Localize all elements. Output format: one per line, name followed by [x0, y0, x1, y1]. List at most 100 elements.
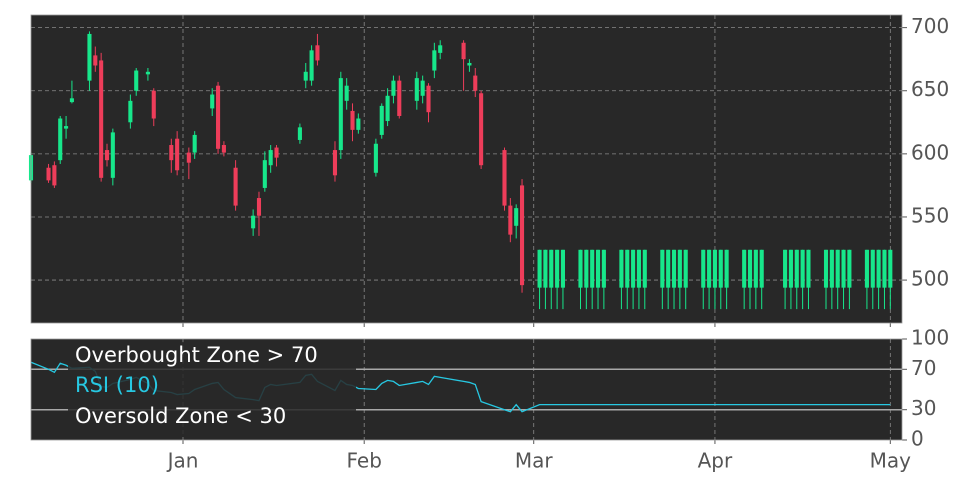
candle-body	[356, 118, 361, 130]
candle-body	[169, 145, 174, 161]
rsi-layer: 0 30 70 100 Overbought Zone > 70 RSI (10) Over…	[30, 326, 949, 473]
candle-body	[794, 249, 799, 288]
candle-body	[256, 198, 262, 216]
candle-body	[151, 90, 156, 119]
candle-body	[303, 71, 308, 81]
y-tick-label: 0	[911, 427, 924, 451]
candle-body	[514, 208, 519, 226]
candle-body	[145, 71, 150, 75]
candle-body	[829, 249, 834, 288]
candle-body	[397, 80, 402, 116]
candle-body	[783, 249, 788, 288]
legend-label: Overbought Zone > 70	[75, 343, 318, 367]
candle-body	[414, 78, 419, 101]
legend-label: RSI (10)	[75, 373, 159, 397]
candle-body	[724, 249, 729, 288]
candle-body	[426, 85, 431, 113]
y-tick-label: 500	[911, 267, 949, 291]
candle-body	[473, 75, 478, 91]
candle-body	[268, 150, 273, 166]
candle-body	[800, 249, 805, 288]
candle-body	[479, 93, 484, 166]
candle-body	[555, 249, 560, 288]
candle-body	[379, 105, 384, 135]
candle-body	[590, 249, 595, 288]
candle-body	[841, 249, 846, 288]
candle-body	[297, 127, 302, 140]
candle-body	[373, 143, 378, 173]
legend-box	[68, 342, 356, 434]
candle-body	[432, 50, 437, 71]
candle-body	[671, 249, 677, 288]
candle-body	[601, 249, 606, 288]
candle-body	[742, 249, 747, 288]
candle-body	[847, 249, 852, 288]
y-tick-label: 700	[911, 14, 949, 38]
candle-body	[823, 249, 829, 288]
candle-body	[537, 249, 542, 288]
candle-body	[707, 249, 712, 288]
candle-body	[69, 98, 74, 103]
candle-body	[309, 50, 314, 81]
candle-body	[560, 249, 565, 288]
candle-body	[274, 147, 279, 158]
candle-body	[251, 215, 256, 229]
candle-body	[870, 249, 875, 288]
candle-body	[753, 249, 758, 288]
x-tick-label: Jan	[166, 449, 199, 473]
candle-body	[747, 249, 753, 288]
candle-body	[210, 94, 215, 109]
candle-body	[584, 249, 589, 288]
y-tick-label: 70	[911, 356, 936, 380]
candle-body	[666, 249, 671, 288]
y-tick-label: 30	[911, 396, 936, 420]
candle-body	[806, 249, 811, 288]
candle-body	[192, 134, 197, 153]
candle-body	[391, 80, 396, 96]
candle-body	[888, 249, 893, 288]
candle-body	[712, 249, 717, 288]
x-tick-label: Mar	[515, 449, 554, 473]
candle-body	[683, 249, 688, 288]
candle-body	[508, 205, 513, 235]
y-tick-label: 100	[911, 326, 949, 350]
candle-body	[385, 95, 390, 122]
candle-body	[461, 42, 466, 60]
panel-border	[30, 338, 903, 441]
y-tick-label: 550	[911, 203, 949, 227]
price-panel	[31, 15, 902, 323]
candle-body	[835, 249, 840, 288]
candle-body	[519, 185, 525, 286]
candle-body	[619, 249, 624, 288]
candle-body	[420, 80, 425, 96]
candle-body	[344, 85, 349, 101]
candle-body	[677, 249, 682, 288]
candle-body	[788, 249, 793, 288]
panel-border	[30, 14, 903, 324]
candle-body	[58, 118, 63, 161]
candle-body	[104, 150, 110, 161]
candle-body	[93, 55, 98, 66]
candle-body	[759, 249, 764, 288]
candle-body	[631, 249, 636, 288]
candle-body	[64, 126, 69, 129]
y-tick-label: 650	[911, 77, 949, 101]
candle-body	[549, 249, 554, 288]
candle-body	[660, 249, 665, 288]
candle-body	[262, 160, 267, 188]
candle-body	[52, 165, 57, 186]
x-tick-label: Feb	[346, 449, 381, 473]
candle-body	[701, 249, 706, 288]
candle-body	[110, 132, 115, 178]
price-layer: 500 550 600 650 700	[28, 14, 949, 327]
candle-body	[134, 70, 139, 91]
candle-body	[864, 249, 869, 288]
candle-body	[233, 167, 238, 206]
candle-body	[882, 249, 887, 288]
legend-label: Oversold Zone < 30	[75, 404, 286, 428]
candle-body	[543, 249, 548, 288]
candle-body	[876, 249, 881, 288]
candle-body	[315, 45, 320, 61]
